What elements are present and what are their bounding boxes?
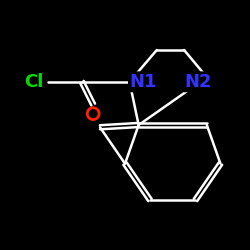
Circle shape — [88, 108, 98, 119]
Text: Cl: Cl — [24, 73, 44, 91]
Text: N2: N2 — [184, 73, 212, 91]
Text: N1: N1 — [130, 73, 157, 91]
